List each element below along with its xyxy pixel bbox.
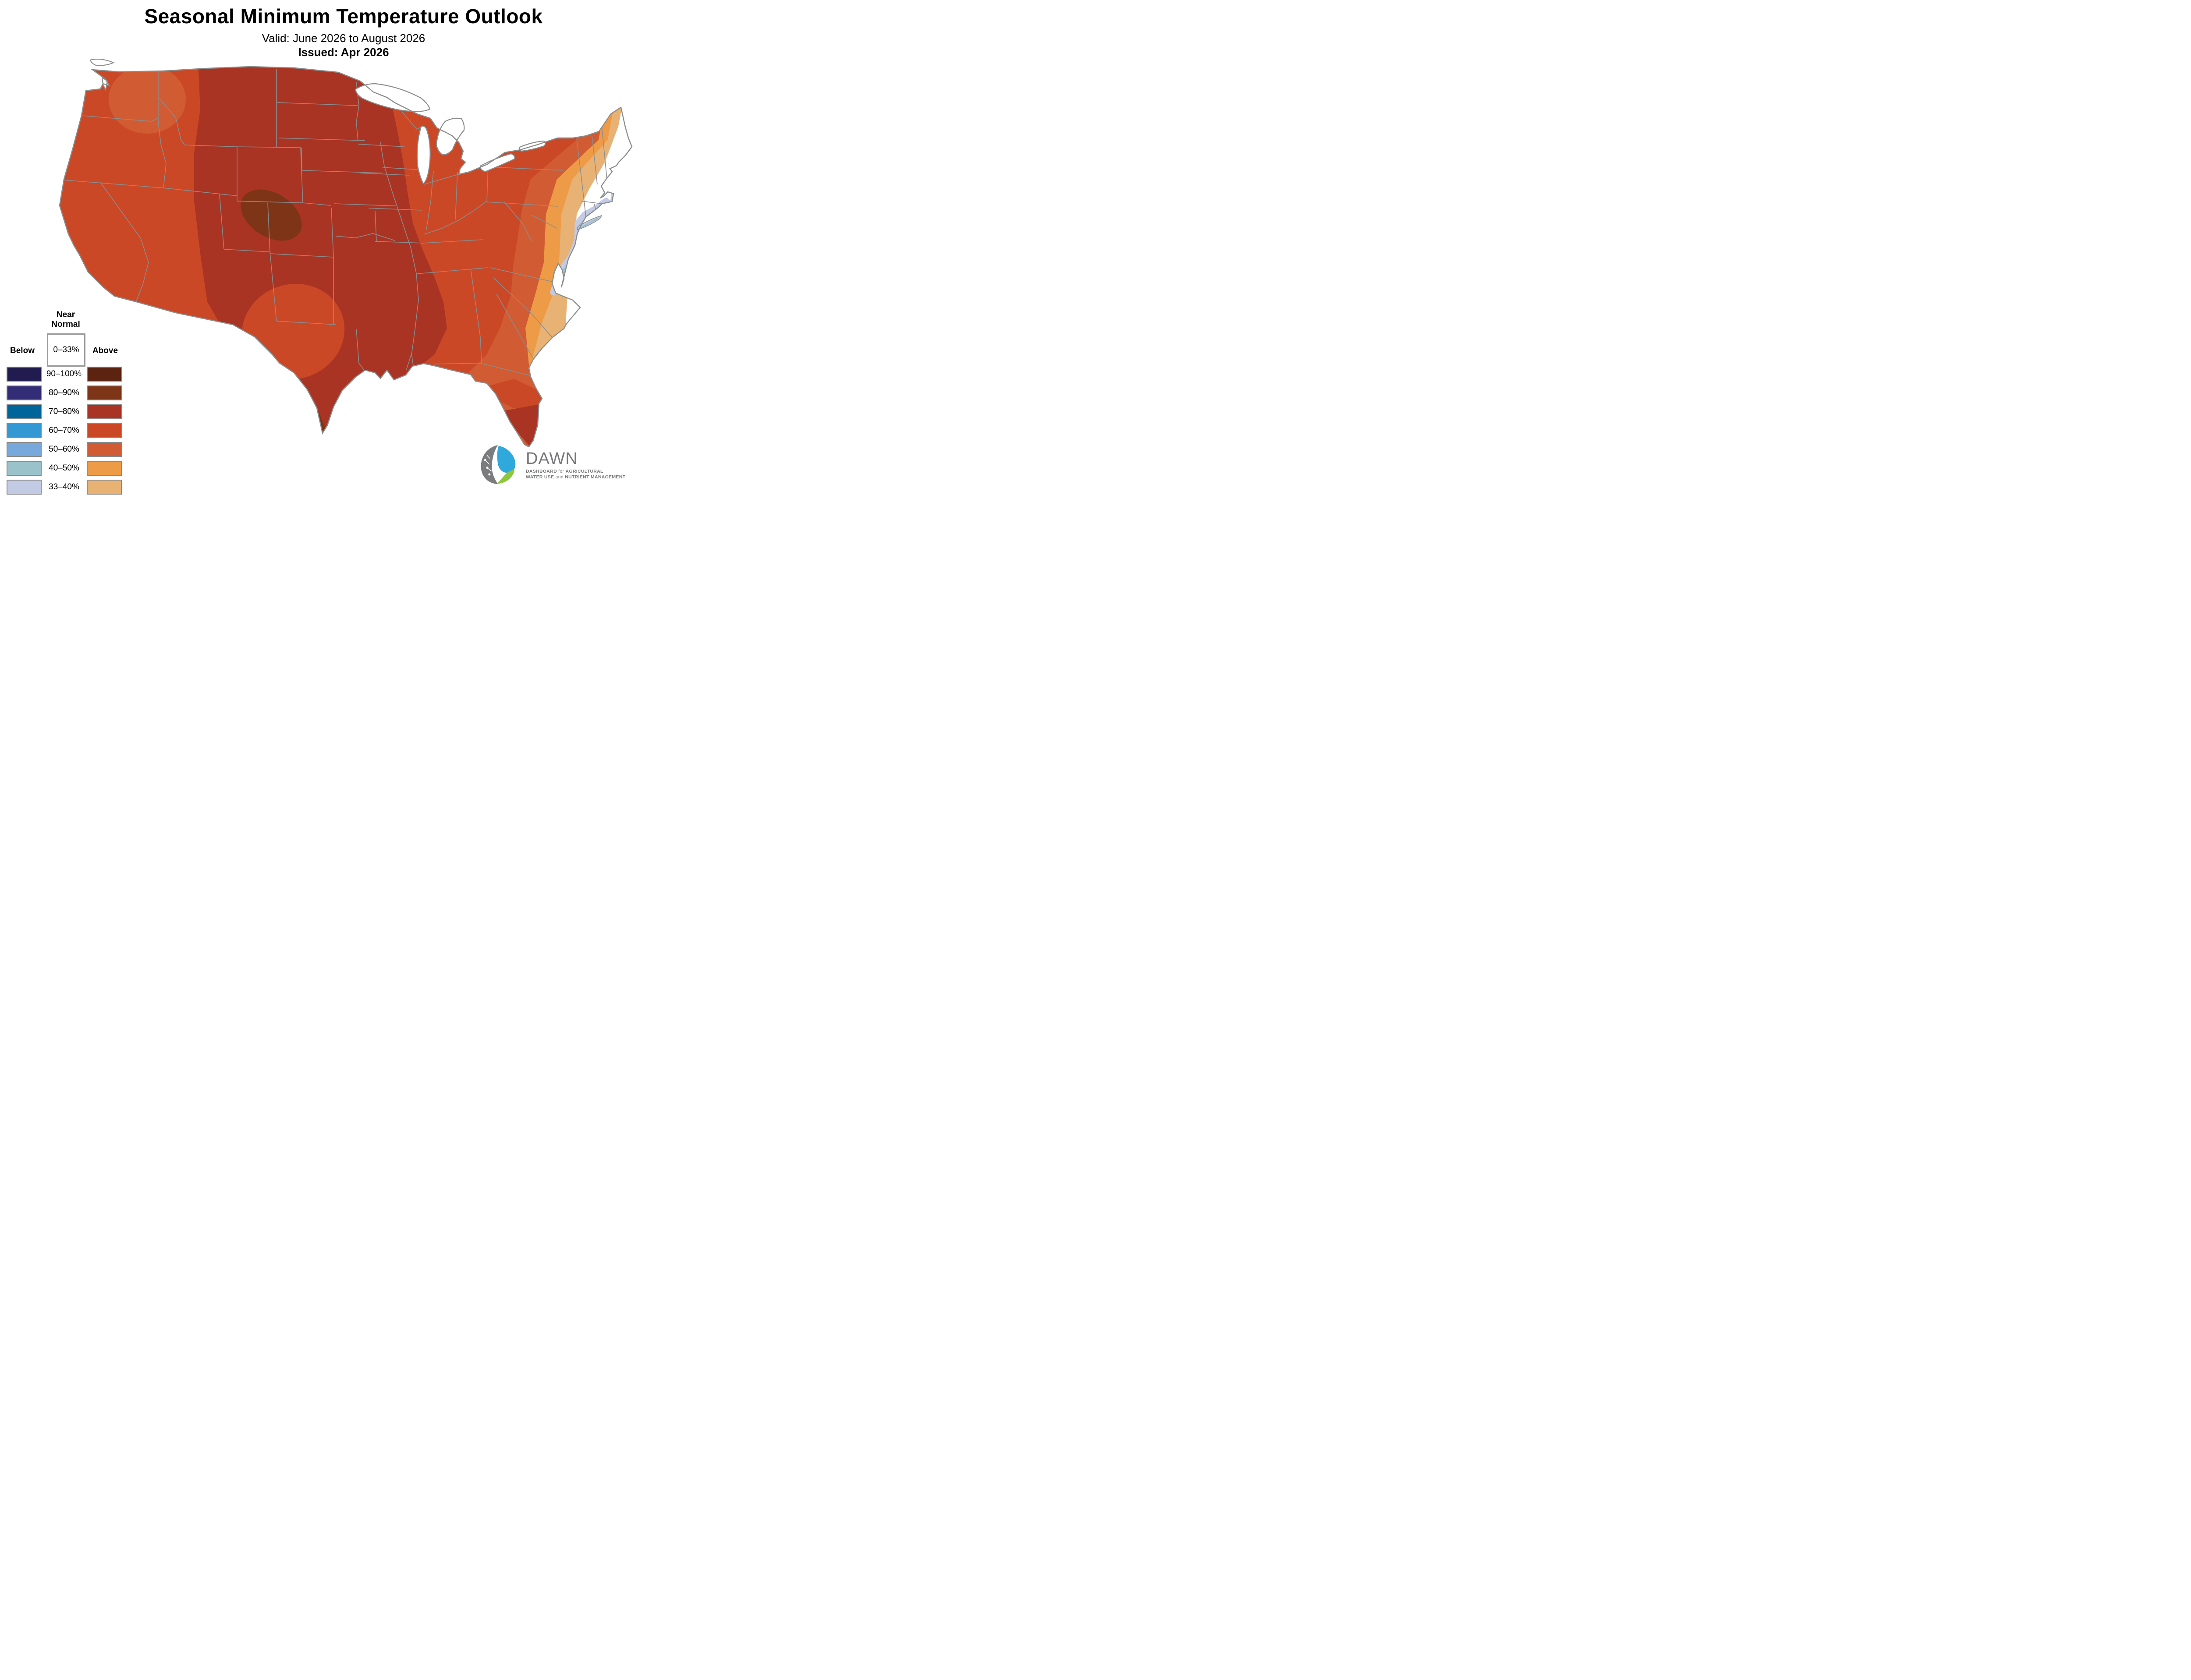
legend-near-normal-label: Near Normal	[44, 310, 88, 329]
legend-below-label: Below	[10, 346, 35, 355]
logo-gray-drop	[481, 445, 498, 485]
legend-swatch-above-33–40%	[87, 480, 122, 495]
vancouver-island	[89, 59, 115, 66]
legend-range-label: 33–40%	[49, 482, 79, 492]
lake-michigan	[416, 125, 431, 184]
issued-date: Issued: Apr 2026	[298, 46, 389, 59]
legend-range-label: 50–60%	[49, 445, 79, 454]
us-coastline	[59, 66, 633, 448]
dawn-logo: DAWN DASHBOARD for AGRICULTURAL WATER US…	[477, 443, 661, 492]
lake-superior	[355, 83, 431, 112]
dawn-logo-mark	[481, 445, 516, 485]
state-borders	[64, 69, 607, 376]
us-map-svg	[59, 59, 633, 448]
legend-row-60–70%: 60–70%	[0, 423, 131, 438]
valid-period: Valid: June 2026 to August 2026	[262, 32, 425, 45]
legend-swatch-below-70–80%	[7, 404, 42, 419]
logo-green-leaf	[497, 469, 515, 484]
legend-swatch-above-80–90%	[87, 386, 122, 400]
legend-range-label: 60–70%	[49, 426, 79, 435]
logo-circuit-dots	[484, 455, 492, 476]
legend-swatch-below-80–90%	[7, 386, 42, 400]
us-outlook-map	[49, 57, 633, 451]
legend-swatch-below-40–50%	[7, 461, 42, 476]
page-title: Seasonal Minimum Temperature Outlook	[144, 5, 543, 28]
legend-swatch-below-33–40%	[7, 480, 42, 495]
region-florida-central-above-60-70	[488, 379, 543, 408]
legend-row-80–90%: 80–90%	[0, 386, 131, 400]
legend-row-40–50%: 40–50%	[0, 461, 131, 476]
logo-blue-water	[497, 446, 516, 473]
lake-huron	[436, 117, 465, 156]
legend-near-label-line2: Normal	[51, 320, 80, 329]
legend-near-normal-box: 0–33%	[47, 333, 85, 367]
legend-row-33–40%: 33–40%	[0, 480, 131, 495]
legend-row-50–60%: 50–60%	[0, 442, 131, 457]
logo-line1: DASHBOARD for AGRICULTURAL	[526, 469, 603, 474]
legend-swatch-above-70–80%	[87, 404, 122, 419]
legend-range-label: 90–100%	[46, 369, 82, 378]
legend-range-label: 40–50%	[49, 463, 79, 473]
legend-swatch-above-40–50%	[87, 461, 122, 476]
legend-swatch-below-60–70%	[7, 423, 42, 438]
legend-swatch-above-90–100%	[87, 367, 122, 382]
legend-swatch-above-60–70%	[87, 423, 122, 438]
legend-swatch-below-50–60%	[7, 442, 42, 457]
legend-near-normal-range: 0–33%	[53, 345, 79, 354]
legend-row-70–80%: 70–80%	[0, 404, 131, 419]
legend-range-label: 80–90%	[49, 388, 79, 397]
legend-above-label: Above	[92, 346, 118, 355]
region-washington-above-50-60	[109, 67, 186, 134]
legend-swatch-above-50–60%	[87, 442, 122, 457]
lake-erie	[479, 153, 515, 173]
legend-range-label: 70–80%	[49, 407, 79, 416]
legend-swatch-below-90–100%	[7, 367, 42, 382]
page: Seasonal Minimum Temperature Outlook Val…	[0, 0, 687, 505]
legend-row-90–100%: 90–100%	[0, 367, 131, 382]
long-island-teal-sliver	[579, 217, 599, 229]
logo-name: DAWN	[526, 449, 578, 468]
logo-line2: WATER USE and NUTRIENT MANAGEMENT	[526, 474, 626, 480]
legend-near-label-line1: Near	[56, 310, 75, 319]
